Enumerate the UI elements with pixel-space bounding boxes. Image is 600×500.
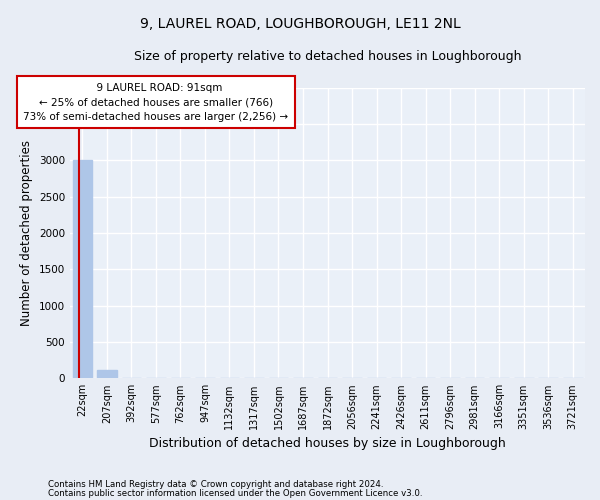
Y-axis label: Number of detached properties: Number of detached properties	[20, 140, 34, 326]
Bar	[97, 370, 116, 378]
Title: Size of property relative to detached houses in Loughborough: Size of property relative to detached ho…	[134, 50, 521, 63]
Text: 9 LAUREL ROAD: 91sqm
← 25% of detached houses are smaller (766)
73% of semi-deta: 9 LAUREL ROAD: 91sqm ← 25% of detached h…	[23, 82, 289, 122]
Text: Contains public sector information licensed under the Open Government Licence v3: Contains public sector information licen…	[48, 490, 422, 498]
Text: Contains HM Land Registry data © Crown copyright and database right 2024.: Contains HM Land Registry data © Crown c…	[48, 480, 383, 489]
Bar	[73, 160, 92, 378]
X-axis label: Distribution of detached houses by size in Loughborough: Distribution of detached houses by size …	[149, 437, 506, 450]
Text: 9, LAUREL ROAD, LOUGHBOROUGH, LE11 2NL: 9, LAUREL ROAD, LOUGHBOROUGH, LE11 2NL	[140, 18, 460, 32]
